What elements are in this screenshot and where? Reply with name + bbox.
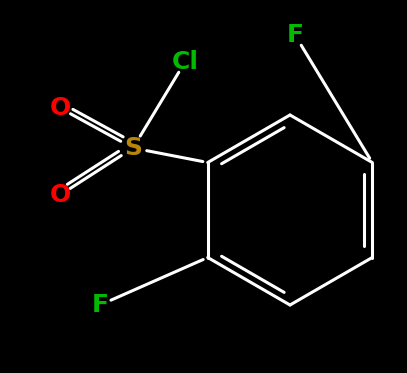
- Text: O: O: [49, 183, 71, 207]
- Text: O: O: [49, 96, 71, 120]
- Text: Cl: Cl: [171, 50, 199, 74]
- Text: F: F: [287, 23, 304, 47]
- Text: F: F: [92, 293, 109, 317]
- Text: S: S: [124, 136, 142, 160]
